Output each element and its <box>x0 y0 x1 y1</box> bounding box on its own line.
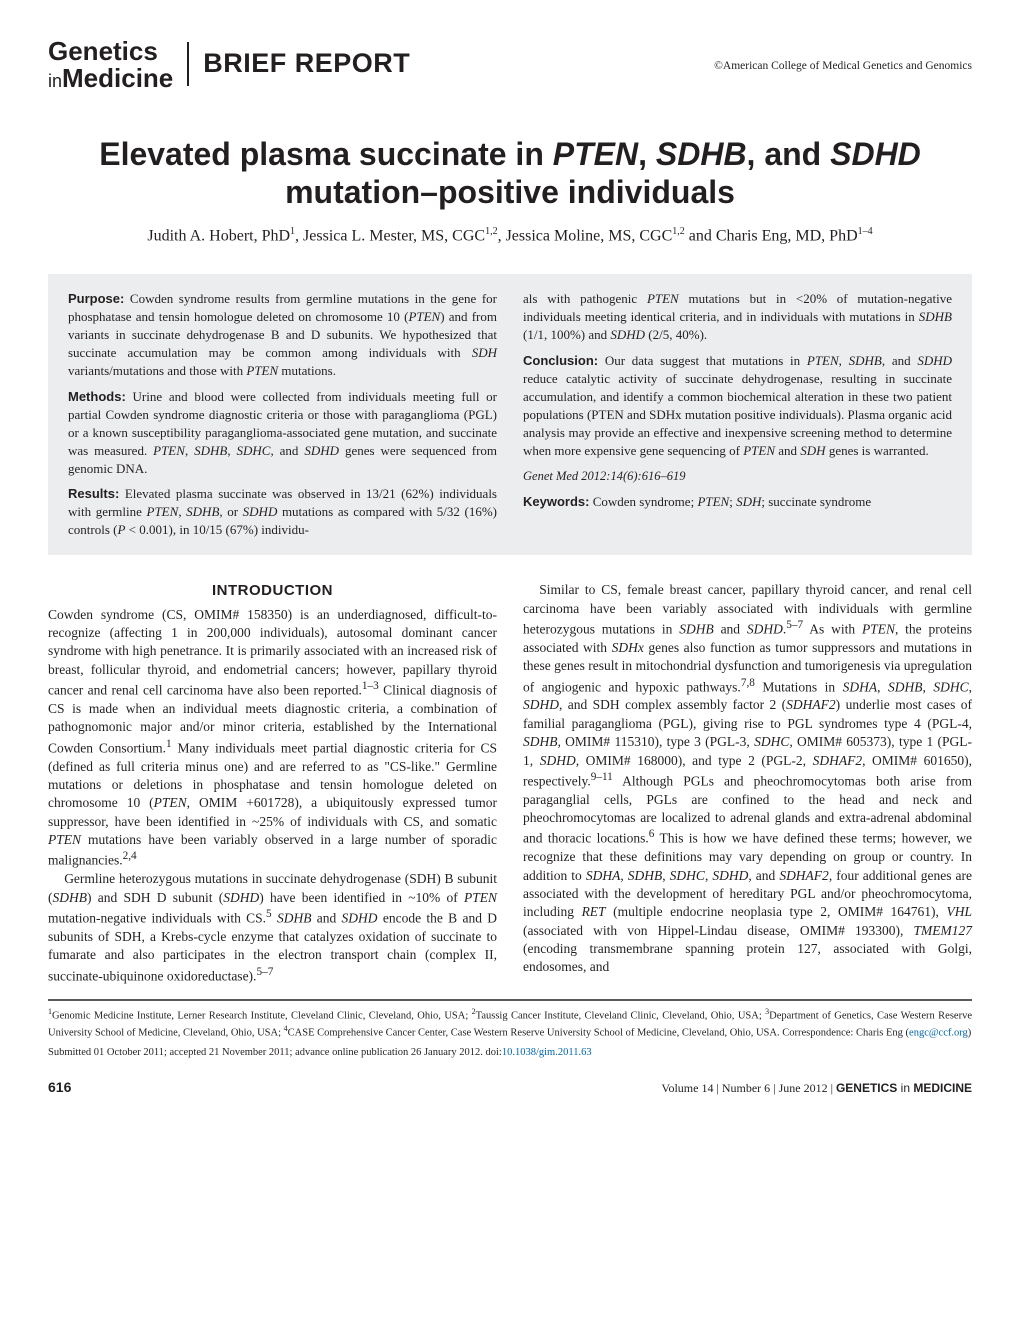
footer-volume: Volume 14 | Number 6 | June 2012 | <box>661 1081 836 1095</box>
abstract-methods: Methods: Urine and blood were collected … <box>68 388 497 478</box>
page-number: 616 <box>48 1079 71 1095</box>
affiliations: 1Genomic Medicine Institute, Lerner Rese… <box>48 1007 972 1039</box>
journal-name-line1: Genetics <box>48 38 173 65</box>
copyright: ©American College of Medical Genetics an… <box>714 60 972 72</box>
journal-name: Genetics inMedicine <box>48 38 173 93</box>
journal-brand: Genetics inMedicine BRIEF REPORT <box>48 38 410 93</box>
page-header: Genetics inMedicine BRIEF REPORT ©Americ… <box>48 38 972 93</box>
authors: Judith A. Hobert, PhD1, Jessica L. Meste… <box>48 225 972 248</box>
abstract-left-col: Purpose: Cowden syndrome results from ge… <box>68 290 497 539</box>
page-footer: 616 Volume 14 | Number 6 | June 2012 | G… <box>48 1079 972 1096</box>
abstract-right-col: als with pathogenic PTEN mutations but i… <box>523 290 952 539</box>
abstract-conclusion: Conclusion: Our data suggest that mutati… <box>523 352 952 460</box>
submitted-line: Submitted 01 October 2011; accepted 21 N… <box>48 1046 972 1060</box>
abstract-results-cont-text: als with pathogenic PTEN mutations but i… <box>523 291 952 342</box>
intro-para-2: Germline heterozygous mutations in succi… <box>48 870 497 985</box>
body-columns: INTRODUCTION Cowden syndrome (CS, OMIM# … <box>48 581 972 985</box>
abstract-purpose-text: Cowden syndrome results from germline mu… <box>68 291 497 378</box>
introduction-heading: INTRODUCTION <box>48 581 497 601</box>
footer-journal-name: GENETICS in MEDICINE <box>836 1081 972 1095</box>
abstract-keywords-text: Cowden syndrome; PTEN; SDH; succinate sy… <box>589 494 871 509</box>
brand-divider <box>187 42 189 86</box>
abstract-methods-text: Urine and blood were collected from indi… <box>68 389 497 476</box>
body-right-col: Similar to CS, female breast cancer, pap… <box>523 581 972 985</box>
footer-right: Volume 14 | Number 6 | June 2012 | GENET… <box>661 1081 972 1096</box>
abstract-purpose: Purpose: Cowden syndrome results from ge… <box>68 290 497 380</box>
abstract-results: Results: Elevated plasma succinate was o… <box>68 485 497 539</box>
abstract-citation: Genet Med 2012:14(6):616–619 <box>523 468 952 485</box>
intro-para-3: Similar to CS, female breast cancer, pap… <box>523 581 972 977</box>
article-title: Elevated plasma succinate in PTEN, SDHB,… <box>80 135 940 212</box>
body-left-col: INTRODUCTION Cowden syndrome (CS, OMIM# … <box>48 581 497 985</box>
journal-name-line2: inMedicine <box>48 65 173 92</box>
abstract-conclusion-text: Our data suggest that mutations in PTEN,… <box>523 353 952 458</box>
abstract-keywords: Keywords: Cowden syndrome; PTEN; SDH; su… <box>523 493 952 511</box>
abstract-results-text: Elevated plasma succinate was observed i… <box>68 486 497 537</box>
intro-para-1: Cowden syndrome (CS, OMIM# 158350) is an… <box>48 606 497 871</box>
footnote-rule <box>48 999 972 1001</box>
section-label: BRIEF REPORT <box>203 48 410 79</box>
abstract-results-cont: als with pathogenic PTEN mutations but i… <box>523 290 952 344</box>
abstract-box: Purpose: Cowden syndrome results from ge… <box>48 274 972 555</box>
